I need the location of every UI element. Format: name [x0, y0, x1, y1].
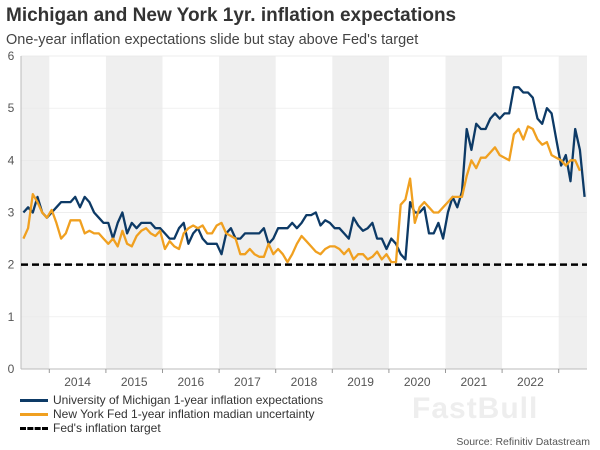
chart-subtitle: One-year inflation expectations slide bu… — [6, 32, 419, 48]
x-tick-label: 2019 — [347, 375, 374, 389]
source-note: Source: Refinitiv Datastream — [456, 436, 590, 448]
y-tick-label: 4 — [8, 153, 15, 167]
y-tick-label: 6 — [8, 49, 15, 63]
x-tick-label: 2018 — [291, 375, 318, 389]
legend-item-fed-target: Fed's inflation target — [20, 421, 323, 435]
chart-title: Michigan and New York 1yr. inflation exp… — [6, 5, 457, 26]
newyork-series-line — [22, 125, 581, 264]
legend-item-newyork: New York Fed 1-year inflation madian unc… — [20, 407, 323, 421]
y-tick-label: 0 — [8, 362, 15, 376]
y-tick-label: 5 — [8, 101, 15, 115]
x-tick-label: 2014 — [64, 375, 91, 389]
legend-label: University of Michigan 1-year inflation … — [53, 393, 324, 407]
x-tick-label: 2022 — [517, 375, 544, 389]
y-tick-label: 1 — [8, 310, 15, 324]
legend-swatch-newyork — [20, 412, 48, 416]
legend: University of Michigan 1-year inflation … — [20, 393, 323, 435]
y-tick-label: 3 — [8, 206, 15, 220]
x-tick-label: 2015 — [121, 375, 148, 389]
y-tick-label: 2 — [8, 258, 15, 272]
legend-swatch-fed-target — [20, 426, 48, 430]
x-tick-label: 2021 — [460, 375, 487, 389]
legend-label: Fed's inflation target — [53, 421, 161, 435]
x-tick-label: 2020 — [404, 375, 431, 389]
michigan-series-line — [22, 86, 586, 261]
legend-item-michigan: University of Michigan 1-year inflation … — [20, 393, 323, 407]
x-tick-label: 2017 — [234, 375, 261, 389]
legend-swatch-michigan — [20, 398, 48, 402]
fastbull-watermark-logo: FastBull — [412, 392, 539, 425]
x-tick-label: 2016 — [177, 375, 204, 389]
legend-label: New York Fed 1-year inflation madian unc… — [53, 407, 315, 421]
